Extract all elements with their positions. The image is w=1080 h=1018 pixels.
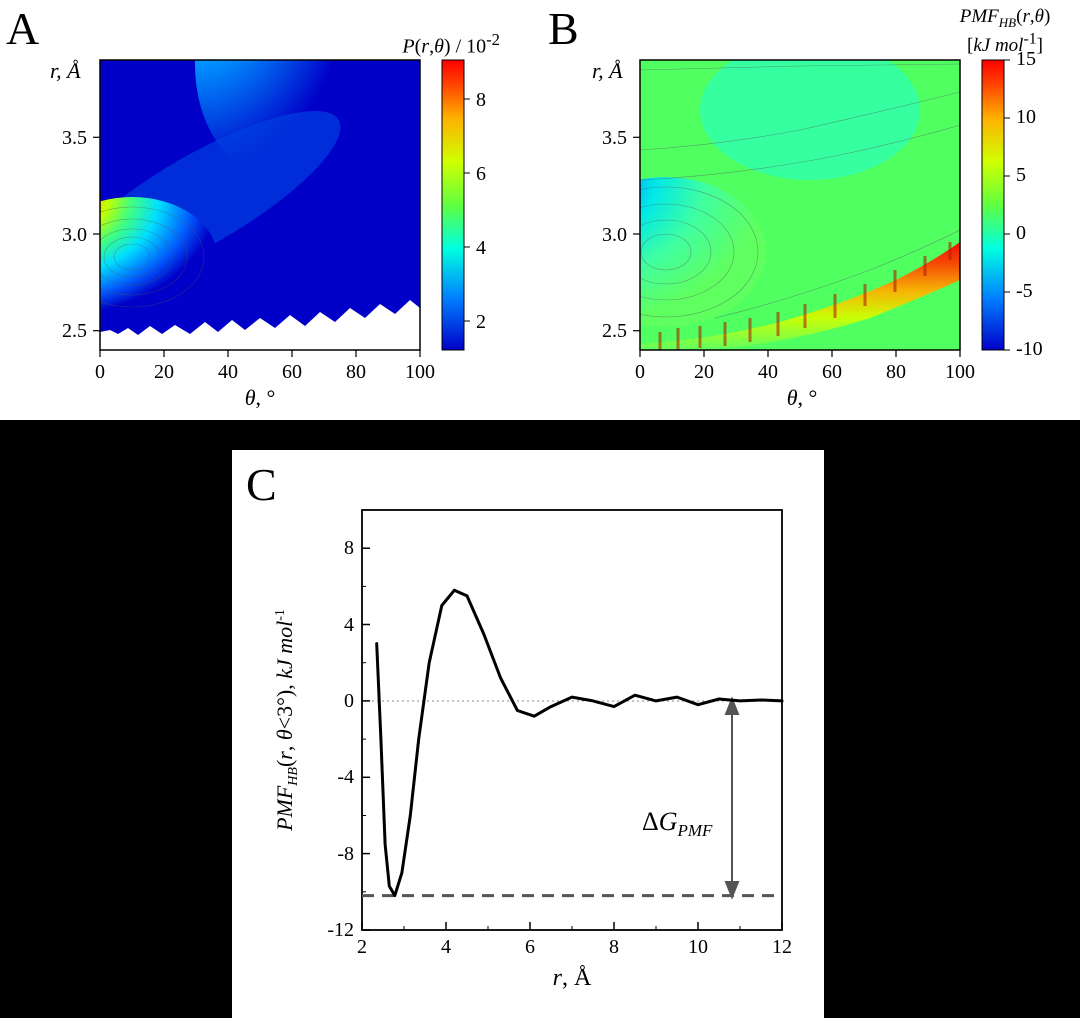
svg-text:3.0: 3.0: [62, 224, 87, 246]
svg-text:10: 10: [688, 936, 708, 958]
svg-text:0: 0: [1016, 222, 1026, 244]
svg-text:60: 60: [282, 361, 302, 383]
svg-text:2: 2: [476, 311, 486, 333]
svg-text:3.0: 3.0: [602, 224, 627, 246]
svg-text:100: 100: [405, 361, 435, 383]
svg-text:-10: -10: [1016, 338, 1043, 360]
panel-a-xlabel: θ, °: [200, 385, 320, 411]
svg-text:20: 20: [694, 361, 714, 383]
svg-text:-12: -12: [327, 919, 354, 941]
svg-text:PMFHB(r, θ<3°), kJ mol-1: PMFHB(r, θ<3°), kJ mol-1: [272, 609, 301, 832]
panel-c-wrap: C ΔGPMF: [232, 450, 824, 1018]
svg-text:10: 10: [1016, 106, 1036, 128]
svg-text:2.5: 2.5: [62, 320, 87, 342]
svg-text:0: 0: [95, 361, 105, 383]
svg-text:20: 20: [154, 361, 174, 383]
svg-text:-4: -4: [337, 766, 354, 788]
svg-text:r, Å: r, Å: [553, 965, 592, 991]
top-row: A r, Å P(r,θ) / 10-2: [0, 0, 1080, 420]
figure-page: A r, Å P(r,θ) / 10-2: [0, 0, 1080, 1018]
svg-text:0: 0: [344, 690, 354, 712]
panel-b-xlabel: θ, °: [742, 385, 862, 411]
svg-text:8: 8: [476, 89, 486, 111]
svg-text:5: 5: [1016, 164, 1026, 186]
panel-a-svg: 0 20 40 60 80 100 2.5 3.0 3.5 2: [0, 0, 520, 420]
svg-text:4: 4: [441, 936, 451, 958]
svg-text:6: 6: [525, 936, 535, 958]
svg-text:3.5: 3.5: [62, 127, 87, 149]
svg-text:15: 15: [1016, 48, 1036, 70]
svg-text:-8: -8: [337, 843, 354, 865]
bottom-row: C ΔGPMF: [0, 450, 1080, 1018]
svg-text:0: 0: [635, 361, 645, 383]
svg-text:60: 60: [822, 361, 842, 383]
panel-c-svg: ΔGPMF: [232, 450, 824, 1018]
svg-text:100: 100: [945, 361, 975, 383]
svg-text:4: 4: [476, 237, 486, 259]
svg-text:-5: -5: [1016, 280, 1033, 302]
svg-text:3.5: 3.5: [602, 127, 627, 149]
svg-text:40: 40: [218, 361, 238, 383]
svg-text:4: 4: [344, 614, 354, 636]
svg-text:12: 12: [772, 936, 792, 958]
svg-text:8: 8: [344, 537, 354, 559]
panel-b-svg: 0 20 40 60 80 100 2.5 3.0 3.5: [540, 0, 1080, 420]
svg-text:8: 8: [609, 936, 619, 958]
svg-text:80: 80: [346, 361, 366, 383]
svg-text:2.5: 2.5: [602, 320, 627, 342]
svg-text:40: 40: [758, 361, 778, 383]
svg-text:6: 6: [476, 163, 486, 185]
svg-text:80: 80: [886, 361, 906, 383]
svg-text:2: 2: [357, 936, 367, 958]
